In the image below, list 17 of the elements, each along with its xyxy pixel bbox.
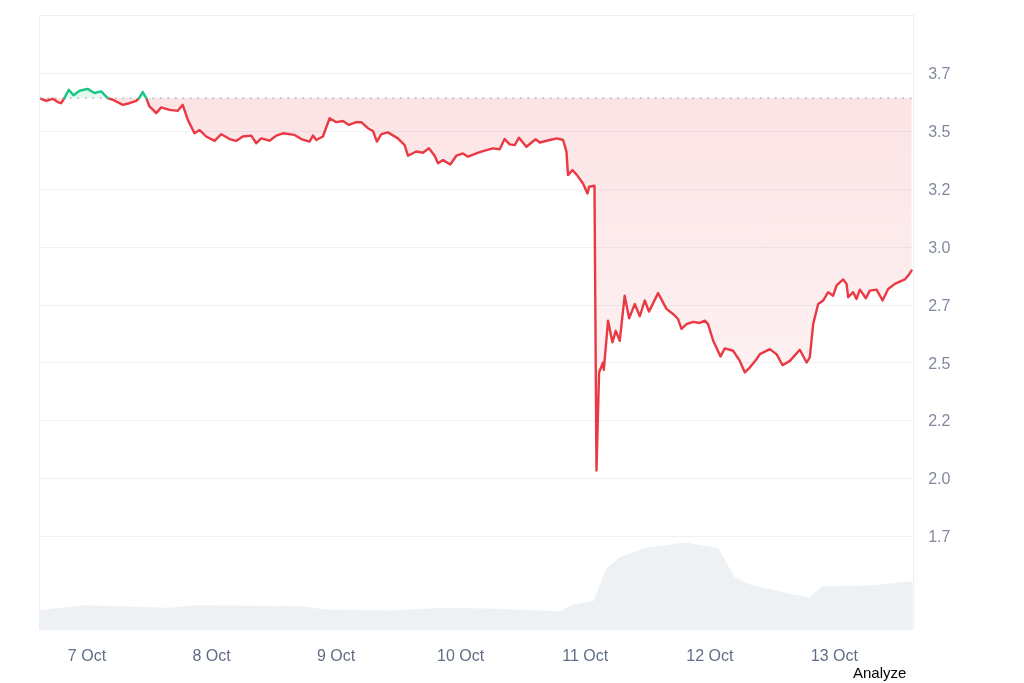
text: Analyze xyxy=(853,664,907,681)
y-tick-label: 3.5 xyxy=(928,123,951,141)
x-tick-label: 11 Oct xyxy=(562,647,609,665)
x-tick-label: 10 Oct xyxy=(437,647,485,665)
x-tick-label: 12 Oct xyxy=(686,647,734,665)
x-tick-label: 13 Oct xyxy=(810,647,859,665)
x-tick-label: 9 Oct xyxy=(316,647,356,665)
y-tick-label: 2.7 xyxy=(928,296,951,314)
y-tick-label: 3.2 xyxy=(928,181,951,199)
x-tick-label: 7 Oct xyxy=(67,647,107,665)
y-tick-label: 2.2 xyxy=(928,412,951,430)
x-tick-label: 8 Oct xyxy=(192,647,232,665)
y-tick-label: 3.0 xyxy=(928,238,951,256)
y-tick-label: 3.7 xyxy=(928,65,951,83)
y-tick-label: 1.7 xyxy=(928,528,951,546)
y-tick-label: 2.5 xyxy=(928,354,951,372)
y-tick-label: 2.0 xyxy=(928,470,951,488)
